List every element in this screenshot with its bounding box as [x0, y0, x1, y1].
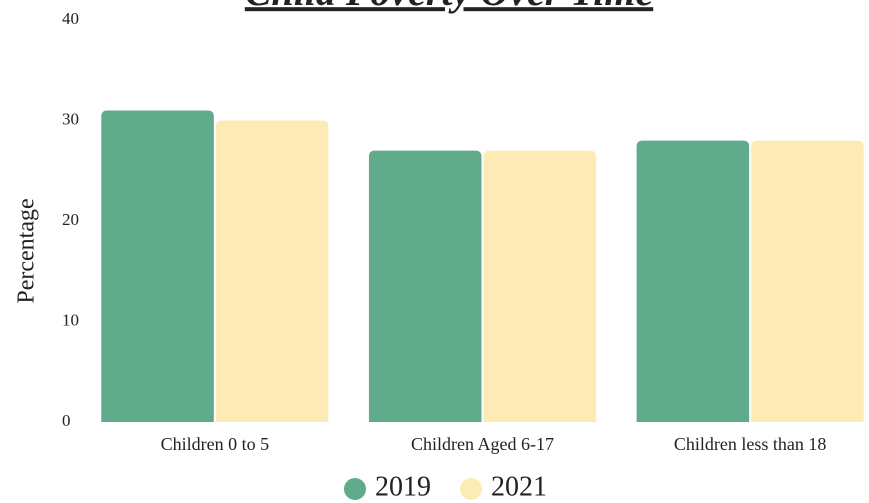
y-tick-label: 10 — [62, 310, 79, 329]
y-tick-label: 0 — [62, 411, 71, 430]
x-tick-label: Children Aged 6-17 — [411, 434, 554, 454]
bar — [483, 150, 597, 422]
legend-marker — [460, 478, 482, 500]
y-axis-label: Percentage — [14, 198, 40, 303]
chart-title: Child Poverty Over Time — [245, 0, 653, 14]
x-tick-label: Children 0 to 5 — [161, 434, 270, 454]
bar — [101, 110, 214, 422]
bar — [368, 150, 482, 422]
bar — [636, 140, 750, 422]
y-tick-label: 40 — [62, 9, 79, 28]
bar — [751, 140, 864, 422]
bar — [215, 120, 329, 422]
y-tick-label: 30 — [62, 109, 79, 128]
legend-marker — [344, 478, 366, 500]
y-tick-label: 20 — [62, 210, 79, 229]
legend-label: 2021 — [491, 471, 547, 502]
x-tick-label: Children less than 18 — [674, 434, 826, 454]
legend-label: 2019 — [375, 471, 431, 502]
